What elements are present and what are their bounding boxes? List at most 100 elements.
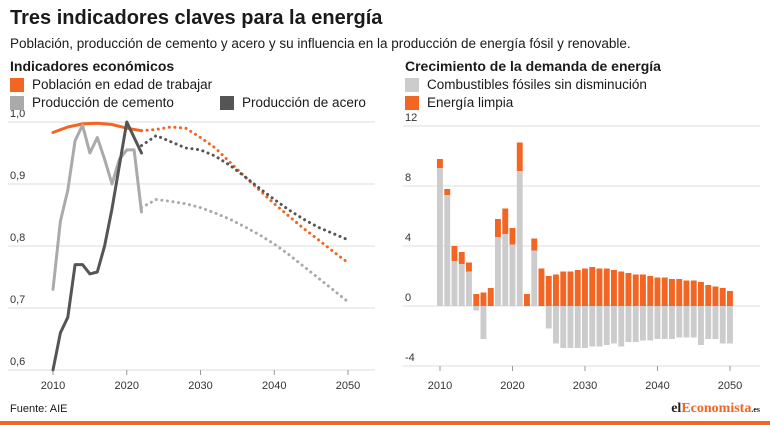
- publisher-logo: elEconomista.es: [671, 401, 760, 417]
- bottom-accent-bar: [0, 421, 770, 425]
- bar-clean: [473, 294, 480, 306]
- bar-clean: [458, 252, 465, 264]
- x-tick-label: 2040: [262, 380, 286, 392]
- series-projection-0: [140, 125, 350, 265]
- bar-clean: [611, 270, 617, 306]
- bar-clean: [545, 276, 552, 306]
- bar-fossil: [582, 306, 588, 348]
- bar-fossil: [669, 306, 675, 339]
- legend-label-cement: Producción de cemento: [32, 95, 174, 110]
- bar-clean: [582, 268, 588, 306]
- bar-fossil: [719, 306, 726, 344]
- y-tick-label: 0: [405, 292, 411, 304]
- y-tick-label: 12: [405, 112, 417, 124]
- x-tick-label: 2040: [645, 380, 669, 392]
- bar-clean: [596, 268, 603, 306]
- bar-fossil: [690, 306, 697, 338]
- legend-item-clean: Energía limpia: [405, 95, 513, 110]
- bar-clean: [538, 268, 545, 306]
- legend-label-clean: Energía limpia: [427, 95, 514, 110]
- bar-fossil: [495, 237, 501, 306]
- legend-swatch-cement: [10, 95, 24, 110]
- y-tick-label: 8: [405, 172, 411, 184]
- legend-swatch-clean: [405, 95, 419, 110]
- bar-fossil: [560, 306, 567, 348]
- bar-fossil: [437, 168, 443, 306]
- x-tick-label: 2050: [718, 380, 742, 392]
- bar-fossil: [596, 306, 603, 347]
- page-title: Tres indicadores claves para la energía: [10, 7, 383, 29]
- bar-clean: [531, 238, 538, 251]
- bar-clean: [444, 189, 451, 195]
- bar-clean: [560, 271, 567, 306]
- bar-fossil: [640, 306, 646, 341]
- right-chart-title: Crecimiento de la demanda de energía: [405, 58, 661, 74]
- x-tick-label: 2020: [500, 380, 524, 392]
- series-line-2: [51, 120, 143, 372]
- bar-fossil: [632, 306, 639, 342]
- y-tick-label: 0,8: [10, 232, 25, 244]
- bar-clean: [632, 274, 639, 306]
- legend-item-population: Población en edad de trabajar: [10, 77, 212, 92]
- y-tick-label: 0,6: [10, 356, 25, 368]
- left-chart-title: Indicadores económicos: [10, 58, 175, 74]
- bar-fossil: [618, 306, 625, 347]
- bar-fossil: [466, 271, 472, 306]
- bar-clean: [654, 277, 661, 306]
- bar-fossil: [502, 234, 509, 306]
- bar-fossil: [625, 306, 632, 342]
- bar-clean: [495, 219, 501, 237]
- bar-fossil: [589, 306, 596, 347]
- bar-clean: [603, 268, 610, 306]
- x-tick-label: 2030: [573, 380, 597, 392]
- bar-clean: [661, 277, 668, 306]
- logo-accent: Economista: [681, 401, 752, 416]
- bar-clean: [553, 274, 559, 306]
- bar-clean: [698, 282, 704, 306]
- bar-fossil: [553, 306, 559, 344]
- bar-fossil: [661, 306, 668, 339]
- bar-fossil: [516, 171, 523, 306]
- bar-clean: [618, 271, 625, 306]
- legend-label-steel: Producción de acero: [242, 95, 366, 110]
- bar-fossil: [683, 306, 690, 338]
- bar-fossil: [574, 306, 581, 348]
- bar-clean: [509, 228, 516, 245]
- y-tick-label: -4: [405, 352, 415, 364]
- bar-clean: [589, 267, 596, 306]
- bar-fossil: [603, 306, 610, 345]
- line-chart: 0,6 0,7 0,8 0,9 1,0 2010 2020 2030 2040 2050: [8, 110, 375, 392]
- x-tick-label: 2020: [115, 380, 139, 392]
- legend-label-population: Población en edad de trabajar: [32, 77, 213, 92]
- x-tick-label: 2030: [188, 380, 212, 392]
- bar-chart: -4 0 4 8 12 2010 2020 2030 2040 2050: [403, 112, 760, 392]
- legend-item-cement: Producción de cemento: [10, 95, 174, 110]
- bar-fossil: [705, 306, 712, 339]
- bar-clean: [690, 280, 697, 306]
- bar-fossil: [444, 195, 451, 306]
- legend-swatch-fossil: [405, 77, 419, 92]
- x-tick-label: 2010: [428, 380, 452, 392]
- bar-clean: [451, 246, 458, 261]
- bar-clean: [437, 159, 443, 168]
- bar-fossil: [451, 261, 458, 306]
- y-tick-label: 1,0: [10, 110, 25, 120]
- bar-clean: [625, 273, 632, 306]
- bar-clean: [487, 288, 494, 306]
- bar-fossil: [531, 250, 538, 306]
- bar-clean: [567, 271, 574, 306]
- bar-fossil: [698, 306, 704, 345]
- logo-suffix: .es: [751, 405, 760, 414]
- bar-clean: [524, 294, 530, 306]
- y-tick-label: 0,9: [10, 170, 25, 182]
- legend-swatch-population: [10, 77, 24, 92]
- x-tick-label: 2010: [41, 380, 65, 392]
- legend-label-fossil: Combustibles fósiles sin disminución: [427, 77, 647, 92]
- bar-fossil: [712, 306, 719, 339]
- bar-clean: [676, 279, 683, 306]
- page-subtitle: Población, producción de cemento y acero…: [10, 36, 631, 51]
- bar-fossil: [727, 306, 733, 344]
- bar-clean: [502, 208, 509, 234]
- bar-clean: [647, 276, 654, 306]
- bar-clean: [705, 285, 712, 306]
